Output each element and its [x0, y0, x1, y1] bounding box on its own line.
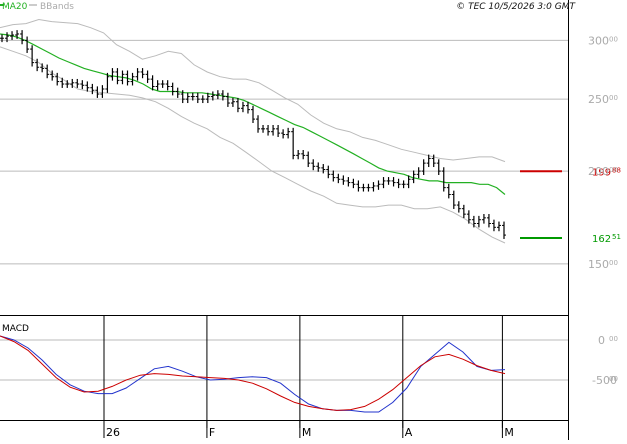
date-label: M [302, 426, 312, 439]
macd-tick-suffix: 00 [609, 335, 618, 343]
macd-title: MACD [2, 324, 29, 334]
resistance-label-decimals: 88 [612, 166, 621, 174]
price-levels: 199 88 162 51 [520, 166, 621, 245]
copyright-text: © TEC 10/5/2026 3:0 GMT [456, 2, 576, 12]
date-label: A [405, 426, 413, 439]
price-tick-suffix: 00 [609, 166, 618, 174]
legend-bb-label: BBands [40, 2, 74, 12]
price-tick-suffix: 00 [609, 259, 618, 267]
date-label: F [209, 426, 215, 439]
signal-line [0, 335, 506, 411]
bb-lower-line [0, 46, 506, 244]
resistance-label: 199 [592, 167, 611, 178]
grid-lines [0, 39, 568, 438]
price-tick-suffix: 00 [609, 94, 618, 102]
moving-average [0, 33, 506, 195]
price-tick-label: 300 [588, 34, 609, 47]
date-label: 26 [106, 426, 120, 439]
legend: MA20 BBands [0, 2, 74, 12]
macd-tick-label: 0 [598, 334, 605, 347]
price-bars [0, 30, 506, 239]
price-tick-label: 150 [588, 258, 609, 271]
macd-line [0, 335, 506, 413]
bollinger-bands [0, 18, 506, 244]
price-tick-suffix: 00 [609, 35, 618, 43]
support-label: 162 [592, 234, 611, 245]
macd-tick-label: -500 [592, 374, 617, 387]
bb-upper-line [0, 18, 506, 163]
price-tick-label: 200 [588, 165, 609, 178]
support-label-decimals: 51 [612, 233, 621, 241]
ma20-line [0, 33, 506, 195]
legend-ma-label: MA20 [2, 2, 28, 12]
date-label: M [504, 426, 514, 439]
macd-panel [0, 335, 506, 413]
price-tick-label: 250 [588, 93, 609, 106]
macd-tick-suffix: 00 [609, 375, 618, 383]
